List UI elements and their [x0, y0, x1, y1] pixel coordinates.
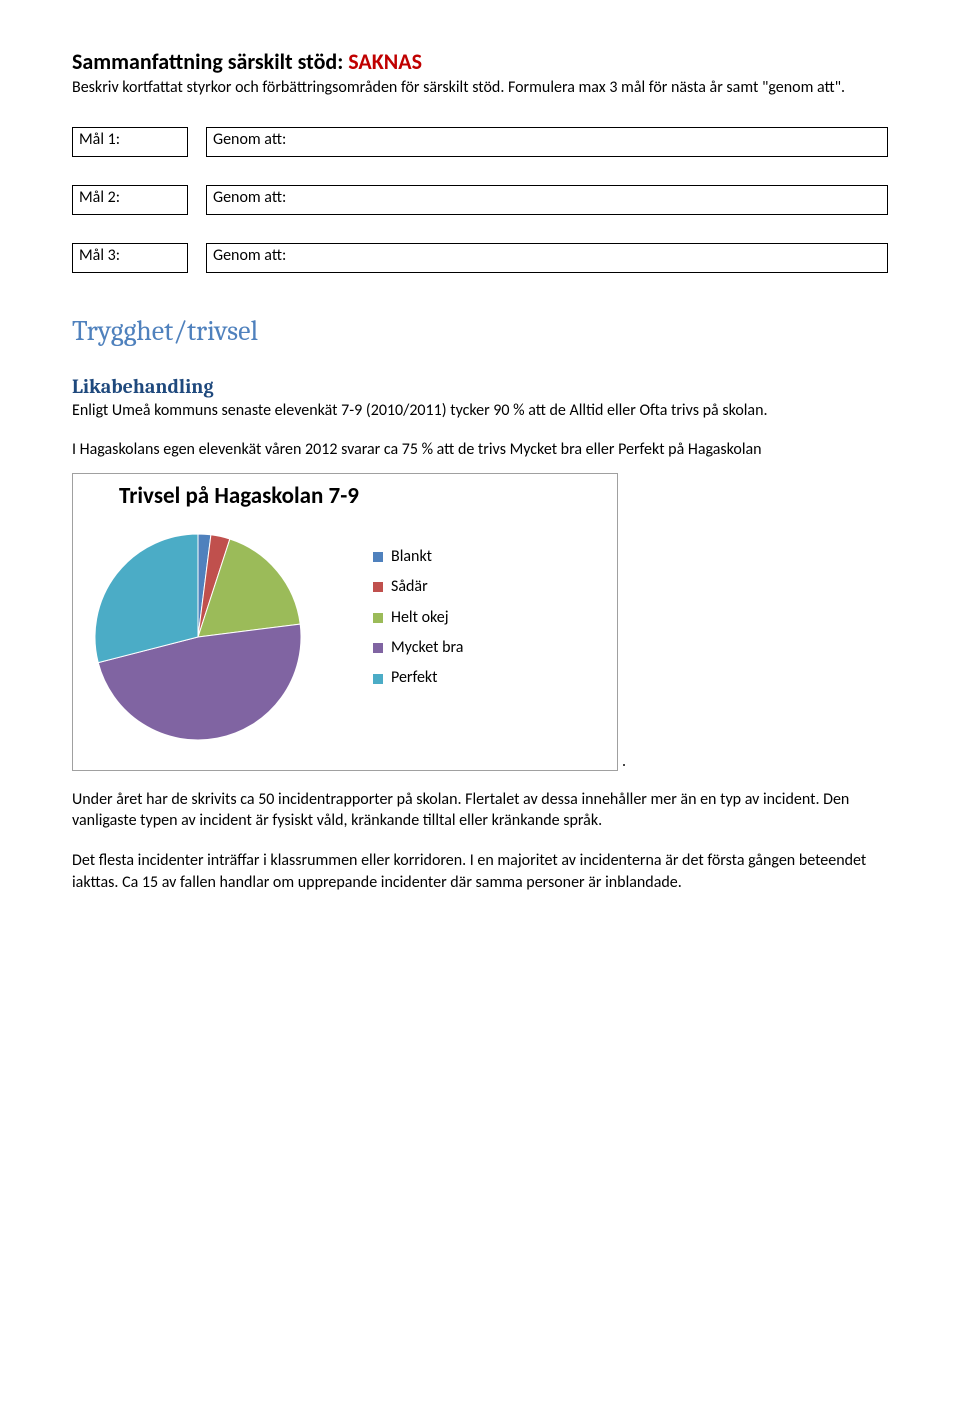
legend-item: Perfekt — [373, 663, 463, 693]
goal-row: Mål 1: Genom att: — [72, 127, 888, 157]
legend-swatch — [373, 613, 383, 623]
legend-label: Helt okej — [391, 603, 449, 633]
legend-label: Mycket bra — [391, 633, 463, 663]
subheading-likabehandling: Likabehandling — [72, 375, 888, 398]
paragraph-2: I Hagaskolans egen elevenkät våren 2012 … — [72, 439, 888, 461]
trailing-period: . — [622, 752, 626, 771]
legend-item: Blankt — [373, 542, 463, 572]
goals-table: Mål 1: Genom att: Mål 2: Genom att: Mål 3: Ge… — [72, 127, 888, 273]
paragraph-4: Det flesta incidenter inträffar i klassr… — [72, 850, 888, 893]
legend-label: Blankt — [391, 542, 432, 572]
legend-label: Sådär — [391, 572, 428, 602]
goal-row: Mål 3: Genom att: — [72, 243, 888, 273]
goal-value-cell: Genom att: — [206, 243, 888, 273]
legend-swatch — [373, 552, 383, 562]
legend-item: Helt okej — [373, 603, 463, 633]
legend-item: Sådär — [373, 572, 463, 602]
legend-swatch — [373, 643, 383, 653]
legend-item: Mycket bra — [373, 633, 463, 663]
summary-description: Beskriv kortfattat styrkor och förbättri… — [72, 77, 888, 99]
goal-label-cell: Mål 3: — [72, 243, 188, 273]
page: Sammanfattning särskilt stöd: SAKNAS Bes… — [0, 0, 960, 1409]
legend-swatch — [373, 582, 383, 592]
summary-heading-prefix: Sammanfattning särskilt stöd: — [72, 48, 348, 75]
chart-legend: BlanktSådärHelt okejMycket braPerfekt — [373, 542, 463, 694]
goal-label-cell: Mål 1: — [72, 127, 188, 157]
paragraph-3: Under året har de skrivits ca 50 inciden… — [72, 789, 888, 832]
goal-value-cell: Genom att: — [206, 185, 888, 215]
chart-row: Trivsel på Hagaskolan 7-9 BlanktSådärHel… — [72, 461, 888, 771]
section-title: Trygghet/trivsel — [72, 315, 888, 347]
pie-chart — [95, 534, 301, 740]
legend-swatch — [373, 674, 383, 684]
legend-label: Perfekt — [391, 663, 437, 693]
paragraph-1: Enligt Umeå kommuns senaste elevenkät 7-… — [72, 400, 888, 422]
pie-svg — [95, 534, 301, 740]
trivsel-chart: Trivsel på Hagaskolan 7-9 BlanktSådärHel… — [72, 473, 618, 771]
summary-heading-saknas: SAKNAS — [348, 48, 422, 75]
summary-heading: Sammanfattning särskilt stöd: SAKNAS — [72, 48, 888, 75]
goal-value-cell: Genom att: — [206, 127, 888, 157]
chart-title: Trivsel på Hagaskolan 7-9 — [119, 482, 359, 510]
goal-label-cell: Mål 2: — [72, 185, 188, 215]
goal-row: Mål 2: Genom att: — [72, 185, 888, 215]
